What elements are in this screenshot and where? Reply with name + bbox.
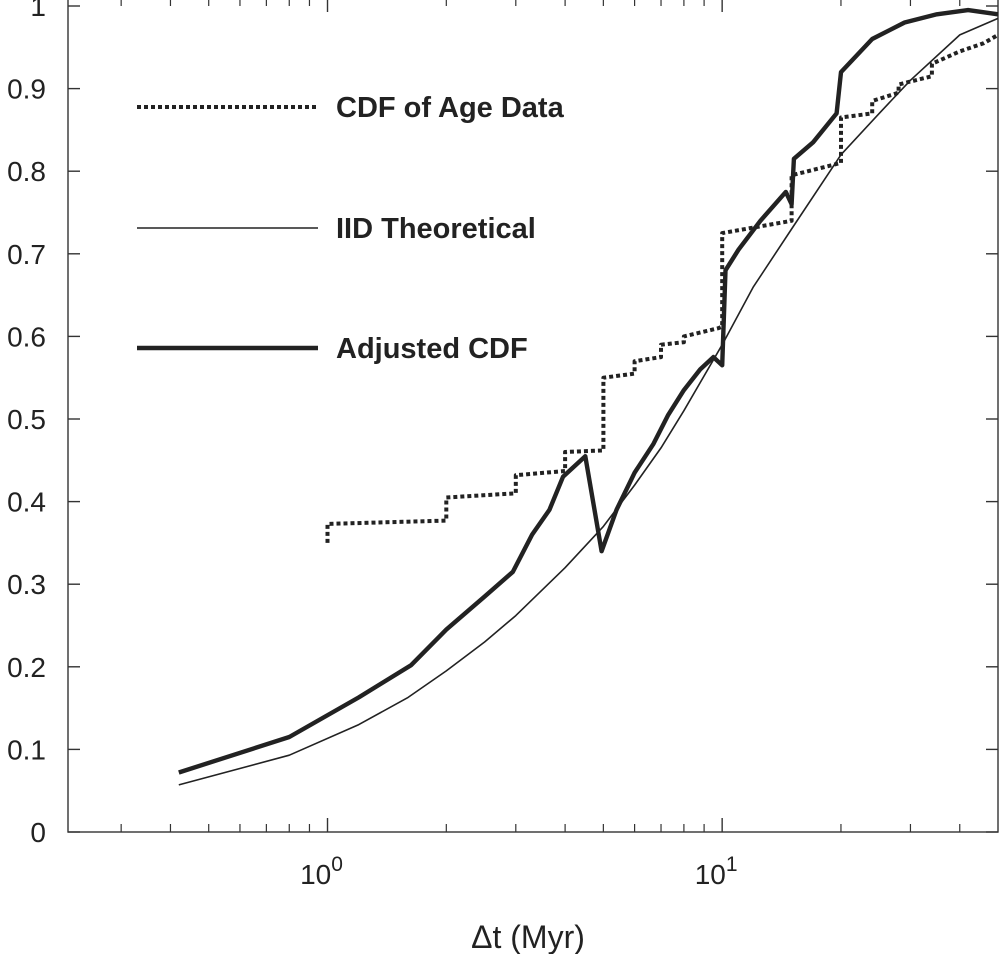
legend-label: IID Theoretical xyxy=(336,213,536,245)
y-tick-label: 1 xyxy=(30,0,46,22)
y-tick-label: 0 xyxy=(30,817,46,848)
y-tick-label: 0.8 xyxy=(7,156,46,187)
legend-label: Adjusted CDF xyxy=(336,333,528,365)
y-tick-label: 0.9 xyxy=(7,74,46,105)
series-iid-theoretical xyxy=(178,17,999,786)
x-axis-tick-labels: 100 101 xyxy=(300,853,737,890)
x-axis-title: Δt (Myr) xyxy=(471,919,585,954)
plot-frame xyxy=(67,0,999,833)
data-series xyxy=(178,7,1000,786)
y-axis-tick-labels: 0 0.1 0.2 0.3 0.4 0.5 0.6 0.7 0.8 0.9 1 xyxy=(7,0,46,848)
series-adjusted-cdf xyxy=(178,7,999,775)
y-tick-label: 0.4 xyxy=(7,487,46,518)
legend: CDF of Age Data IID Theoretical Adjusted C… xyxy=(137,92,565,365)
y-tick-label: 0.1 xyxy=(7,734,46,765)
y-tick-label: 0.2 xyxy=(7,652,46,683)
axis-ticks xyxy=(68,0,998,833)
legend-label: CDF of Age Data xyxy=(336,92,565,124)
y-tick-label: 0.5 xyxy=(7,404,46,435)
x-tick-label: 101 xyxy=(695,853,738,890)
x-tick-label: 100 xyxy=(300,853,343,890)
y-tick-label: 0.6 xyxy=(7,321,46,352)
y-tick-label: 0.7 xyxy=(7,239,46,270)
y-tick-label: 0.3 xyxy=(7,569,46,600)
